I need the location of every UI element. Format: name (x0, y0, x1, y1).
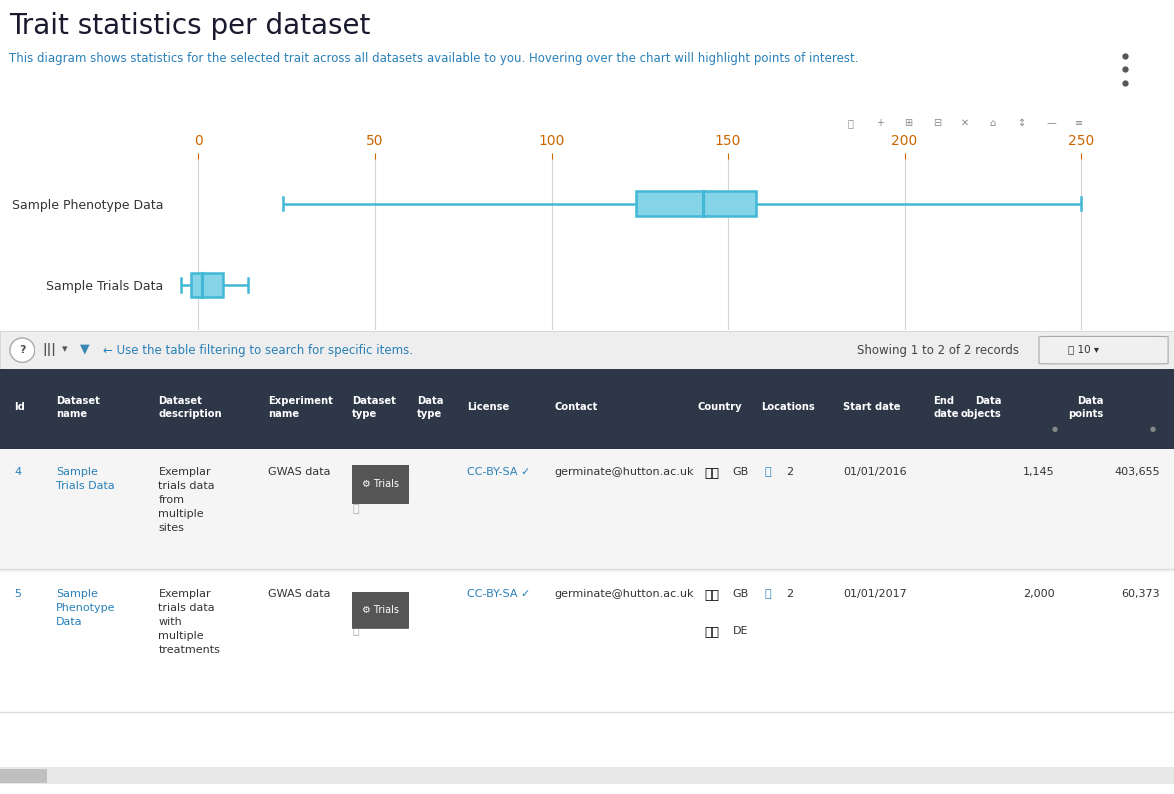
Text: GB: GB (733, 589, 749, 599)
Text: 🇩🇪: 🇩🇪 (704, 626, 720, 639)
Text: 01/01/2016: 01/01/2016 (843, 467, 906, 477)
Text: 2: 2 (787, 467, 794, 477)
Text: Country: Country (697, 403, 742, 412)
Text: 2: 2 (787, 589, 794, 599)
Text: ↕: ↕ (1018, 118, 1026, 128)
Text: |||: ||| (42, 343, 56, 356)
Text: ← Use the table filtering to search for specific items.: ← Use the table filtering to search for … (103, 344, 413, 357)
Text: 🇬🇧: 🇬🇧 (704, 467, 720, 480)
Text: ▼: ▼ (80, 343, 89, 356)
Text: 5: 5 (14, 589, 21, 599)
Text: Dataset
name: Dataset name (56, 396, 100, 418)
Text: germinate@hutton.ac.uk: germinate@hutton.ac.uk (554, 589, 694, 599)
Text: 4: 4 (14, 467, 21, 477)
Text: germinate@hutton.ac.uk: germinate@hutton.ac.uk (554, 467, 694, 477)
Text: This diagram shows statistics for the selected trait across all datasets availab: This diagram shows statistics for the se… (9, 52, 859, 64)
Text: ⊞: ⊞ (904, 118, 912, 128)
Bar (636, 191, 756, 216)
Text: End
date: End date (933, 396, 959, 418)
Text: 🇬🇧: 🇬🇧 (704, 589, 720, 602)
Text: GB: GB (733, 467, 749, 477)
Text: Trait statistics per dataset: Trait statistics per dataset (9, 12, 371, 40)
Text: 2,000: 2,000 (1023, 589, 1054, 599)
Text: Data
points: Data points (1068, 396, 1104, 418)
Text: +: + (876, 118, 884, 128)
Text: ✕: ✕ (962, 118, 970, 128)
Text: ⚙ Trials: ⚙ Trials (362, 479, 399, 488)
Text: 📍: 📍 (764, 467, 771, 477)
FancyBboxPatch shape (351, 592, 410, 629)
Text: DE: DE (733, 626, 748, 636)
Text: License: License (467, 403, 510, 412)
FancyBboxPatch shape (351, 464, 410, 504)
Text: GWAS data: GWAS data (268, 467, 330, 477)
Text: Sample
Phenotype
Data: Sample Phenotype Data (56, 589, 116, 626)
Text: 1,145: 1,145 (1023, 467, 1054, 477)
Bar (191, 272, 223, 297)
Text: ≡: ≡ (1074, 118, 1082, 128)
Text: 403,655: 403,655 (1114, 467, 1160, 477)
Text: Exemplar
trials data
from
multiple
sites: Exemplar trials data from multiple sites (158, 467, 215, 533)
Text: ⓘ: ⓘ (352, 626, 359, 636)
Text: 📊 10 ▾: 📊 10 ▾ (1068, 345, 1100, 354)
Text: GWAS data: GWAS data (268, 589, 330, 599)
Text: Exemplar
trials data
with
multiple
treatments: Exemplar trials data with multiple treat… (158, 589, 221, 655)
FancyBboxPatch shape (1039, 337, 1168, 364)
Text: ▾: ▾ (62, 345, 67, 354)
Text: CC-BY-SA ✓: CC-BY-SA ✓ (467, 467, 531, 477)
Text: ●: ● (1149, 426, 1156, 432)
Text: Sample
Trials Data: Sample Trials Data (56, 467, 115, 491)
Text: Contact: Contact (554, 403, 598, 412)
Text: —: — (1046, 118, 1055, 128)
Bar (0, 769, 47, 783)
Text: ⓘ: ⓘ (352, 504, 359, 514)
Text: CC-BY-SA ✓: CC-BY-SA ✓ (467, 589, 531, 599)
Text: Start date: Start date (843, 403, 900, 412)
Text: Experiment
name: Experiment name (268, 396, 332, 418)
Text: ⚙ Trials: ⚙ Trials (362, 604, 399, 615)
Text: Id: Id (14, 403, 25, 412)
Text: Data
objects: Data objects (960, 396, 1001, 418)
Text: ?: ? (19, 345, 26, 355)
Text: Dataset
description: Dataset description (158, 396, 222, 418)
Text: 01/01/2017: 01/01/2017 (843, 589, 906, 599)
Circle shape (9, 338, 35, 362)
Text: Locations: Locations (761, 403, 815, 412)
Text: 📍: 📍 (764, 589, 771, 599)
Text: ⌂: ⌂ (990, 118, 996, 128)
Text: 60,373: 60,373 (1121, 589, 1160, 599)
Text: 🔍: 🔍 (848, 118, 853, 128)
Text: Data
type: Data type (417, 396, 444, 418)
Text: Showing 1 to 2 of 2 records: Showing 1 to 2 of 2 records (857, 344, 1019, 357)
Text: Dataset
type: Dataset type (352, 396, 396, 418)
Text: ⊟: ⊟ (933, 118, 940, 128)
Text: ●: ● (1051, 426, 1058, 432)
